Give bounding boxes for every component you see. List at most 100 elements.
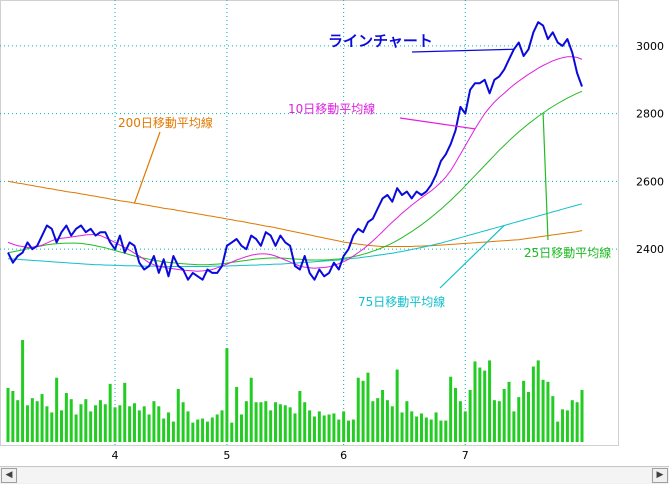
volume-bar <box>201 418 205 442</box>
volume-bar <box>30 398 34 442</box>
volume-bar <box>395 369 399 442</box>
scroll-left-arrow-icon[interactable]: ◀ <box>1 468 17 483</box>
horizontal-scrollbar[interactable]: ◀ ▶ <box>0 466 669 484</box>
volume-bar <box>580 389 584 442</box>
volume-bar <box>108 383 112 442</box>
annotation-leader-price <box>411 48 514 53</box>
volume-bar <box>400 412 404 442</box>
series-line-price <box>7 21 583 281</box>
volume-bar <box>327 414 331 442</box>
volume-bar <box>322 415 326 442</box>
annotation-label-price: ラインチャート <box>328 32 433 50</box>
volume-bar <box>478 367 482 442</box>
y-tick-label: 2600 <box>636 175 664 188</box>
volume-bar <box>210 417 214 442</box>
volume-bar <box>225 348 229 442</box>
volume-bar <box>11 391 15 442</box>
volume-bar <box>541 379 545 442</box>
volume-bar <box>381 389 385 442</box>
volume-bar <box>137 410 141 442</box>
volume-bar <box>419 413 423 442</box>
volume-bar <box>259 402 263 442</box>
volume-bar <box>351 419 355 442</box>
x-tick-label: 4 <box>112 449 119 462</box>
volume-bar <box>79 404 83 442</box>
volume-bar <box>181 402 185 442</box>
volume-bar <box>385 400 389 442</box>
volume-bar <box>239 414 243 442</box>
volume-bar <box>152 401 156 442</box>
volume-bar <box>347 420 351 442</box>
volume-bar <box>94 405 98 442</box>
volume-bar <box>366 372 370 442</box>
volume-bar <box>536 360 540 442</box>
volume-bar <box>40 394 44 442</box>
volume-bar <box>488 360 492 442</box>
volume-bar <box>50 412 54 442</box>
volume-bar <box>84 399 88 442</box>
volume-bar <box>497 401 501 442</box>
volume-bar <box>454 387 458 442</box>
volume-bar <box>517 397 521 442</box>
volume-bar <box>492 400 496 442</box>
annotation-leader-ma25 <box>542 112 549 241</box>
volume-bar <box>123 382 127 442</box>
y-tick-label: 2800 <box>636 108 664 121</box>
volume-bar <box>147 414 151 442</box>
volume-bar <box>249 377 253 442</box>
volume-bar <box>89 411 93 442</box>
volume-bar <box>390 406 394 442</box>
chart-frame <box>0 0 619 446</box>
annotation-label-ma10: 10日移動平均線 <box>288 101 375 116</box>
volume-bar <box>98 400 102 442</box>
volume-bar <box>293 413 297 442</box>
volume-bar <box>575 402 579 442</box>
volume-bar <box>278 404 282 442</box>
volume-bar <box>254 402 258 442</box>
volume-bar <box>191 422 195 442</box>
scroll-track[interactable] <box>18 468 651 483</box>
volume-bar <box>512 411 516 442</box>
annotation-label-ma200: 200日移動平均線 <box>118 115 213 130</box>
volume-bar <box>118 405 122 442</box>
x-tick-label: 6 <box>340 449 347 462</box>
volume-bar <box>186 411 190 442</box>
volume-bar <box>317 411 321 442</box>
volume-bar <box>157 406 161 442</box>
scroll-right-arrow-icon[interactable]: ▶ <box>652 468 668 483</box>
volume-bar <box>274 402 278 442</box>
series-line-ma200 <box>7 180 583 247</box>
volume-bar <box>444 420 448 442</box>
volume-bar <box>69 399 73 442</box>
annotation-label-ma25: 25日移動平均線 <box>524 245 611 260</box>
volume-bar <box>356 377 360 442</box>
volume-bar <box>45 406 49 442</box>
volume-bar <box>458 401 462 442</box>
volume-bar <box>283 405 287 442</box>
annotation-leader-ma75 <box>439 225 505 289</box>
annotation-label-ma75: 75日移動平均線 <box>358 294 445 309</box>
series-line-ma10 <box>7 56 583 272</box>
volume-bar <box>570 400 574 442</box>
x-tick-label: 7 <box>462 449 469 462</box>
price-chart: 2400 2600 2800 3000 4 5 6 7 ラインチャート 10日移動平均線 200日移… <box>0 0 664 462</box>
volume-bar <box>526 392 530 442</box>
volume-bar <box>298 391 302 442</box>
volume-bar <box>215 414 219 442</box>
volume-bar <box>483 370 487 442</box>
volume-bar <box>473 361 477 442</box>
volume-bar <box>171 421 175 442</box>
x-tick-label: 5 <box>223 449 230 462</box>
volume-bar <box>449 376 453 442</box>
volume-bar <box>113 407 117 442</box>
volume-bar <box>424 417 428 442</box>
volume-bar <box>312 416 316 442</box>
annotation-leader-ma10 <box>399 117 476 130</box>
volume-bar <box>64 393 68 442</box>
volume-bar <box>6 387 10 442</box>
volume-bar <box>235 386 239 442</box>
volume-bar <box>429 419 433 442</box>
volume-bar <box>522 380 526 442</box>
volume-bar <box>244 401 248 442</box>
volume-bar <box>35 401 39 442</box>
